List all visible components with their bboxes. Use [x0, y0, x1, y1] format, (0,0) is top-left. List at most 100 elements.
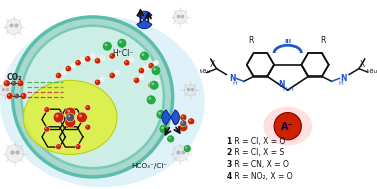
Text: 4: 4 [226, 172, 231, 181]
Circle shape [161, 126, 164, 129]
Circle shape [109, 72, 115, 79]
Circle shape [140, 76, 141, 77]
Text: t-Bu: t-Bu [200, 69, 211, 74]
Circle shape [15, 94, 17, 96]
Circle shape [3, 80, 10, 87]
Circle shape [21, 26, 164, 168]
Circle shape [44, 107, 50, 112]
Circle shape [180, 120, 187, 127]
Circle shape [85, 56, 91, 62]
Text: H: H [233, 81, 238, 86]
Circle shape [11, 80, 17, 86]
Text: R = Cl, X = S: R = Cl, X = S [232, 149, 284, 157]
Circle shape [145, 66, 146, 68]
Text: CO₂: CO₂ [7, 73, 22, 82]
Circle shape [57, 145, 58, 147]
Circle shape [184, 84, 196, 96]
Text: X: X [360, 60, 365, 69]
Circle shape [148, 63, 154, 69]
Text: A⁻: A⁻ [281, 122, 294, 132]
Wedge shape [137, 20, 152, 29]
Circle shape [110, 74, 112, 75]
Circle shape [109, 53, 115, 59]
Circle shape [146, 95, 156, 105]
Ellipse shape [23, 80, 117, 154]
Circle shape [75, 144, 81, 150]
Circle shape [151, 66, 161, 75]
Circle shape [173, 146, 188, 161]
Circle shape [77, 112, 87, 123]
Text: H: H [282, 87, 287, 92]
Circle shape [101, 57, 103, 58]
Text: 1: 1 [226, 137, 231, 146]
Circle shape [80, 57, 85, 62]
Circle shape [156, 110, 166, 119]
Circle shape [124, 60, 130, 66]
Text: R = Cl, X = O: R = Cl, X = O [232, 137, 285, 146]
Circle shape [13, 17, 173, 177]
Circle shape [5, 81, 7, 83]
Circle shape [61, 70, 66, 75]
Circle shape [85, 124, 91, 130]
Circle shape [116, 52, 117, 53]
Circle shape [149, 80, 159, 90]
Text: H: H [338, 81, 343, 86]
Circle shape [129, 57, 134, 62]
Circle shape [72, 64, 73, 66]
Circle shape [86, 57, 88, 59]
Circle shape [65, 117, 76, 128]
Circle shape [189, 119, 191, 121]
Circle shape [117, 38, 127, 48]
Circle shape [62, 71, 63, 73]
Circle shape [188, 118, 195, 125]
Circle shape [94, 79, 101, 85]
Text: R: R [320, 36, 325, 45]
Circle shape [94, 58, 101, 64]
Circle shape [148, 82, 154, 88]
Circle shape [139, 51, 149, 61]
Circle shape [153, 80, 158, 85]
Wedge shape [171, 110, 179, 125]
Circle shape [65, 107, 76, 118]
Circle shape [149, 84, 151, 85]
Circle shape [100, 56, 105, 60]
Text: R = CN, X = O: R = CN, X = O [232, 160, 289, 169]
Circle shape [12, 82, 14, 83]
Text: H⁺Cl⁻: H⁺Cl⁻ [112, 49, 133, 58]
Circle shape [174, 10, 187, 24]
Circle shape [115, 51, 120, 56]
Circle shape [53, 112, 64, 123]
Circle shape [17, 80, 24, 87]
Ellipse shape [264, 107, 312, 146]
Circle shape [135, 79, 136, 80]
Circle shape [153, 68, 156, 71]
Circle shape [142, 53, 144, 56]
Circle shape [55, 72, 62, 79]
Circle shape [55, 114, 58, 117]
Text: H: H [288, 87, 293, 92]
Text: X: X [210, 60, 215, 69]
Circle shape [133, 77, 139, 84]
Text: 2: 2 [226, 149, 231, 157]
Circle shape [65, 66, 71, 72]
Circle shape [185, 146, 187, 149]
Circle shape [86, 106, 88, 108]
Circle shape [66, 67, 68, 69]
Circle shape [66, 113, 75, 122]
Circle shape [68, 115, 70, 117]
Circle shape [8, 94, 10, 96]
Circle shape [180, 114, 187, 121]
Circle shape [139, 75, 144, 80]
Circle shape [169, 137, 171, 139]
Circle shape [67, 119, 70, 122]
Circle shape [155, 81, 156, 82]
Text: III: III [284, 39, 291, 44]
Circle shape [172, 118, 179, 125]
Circle shape [45, 128, 47, 129]
Circle shape [155, 61, 156, 63]
Circle shape [57, 74, 58, 75]
Circle shape [71, 63, 76, 68]
Circle shape [144, 65, 149, 70]
Circle shape [181, 121, 183, 123]
Circle shape [158, 112, 161, 115]
